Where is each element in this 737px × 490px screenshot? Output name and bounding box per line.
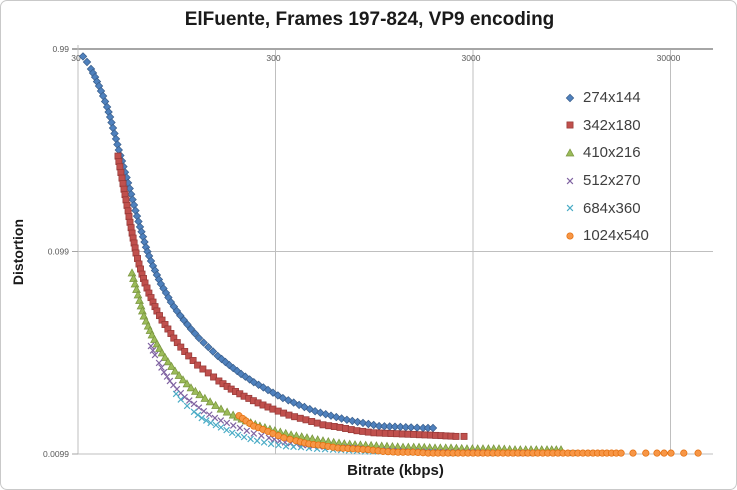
diamond-marker-icon (565, 93, 575, 102)
series-274x144 (78, 52, 438, 433)
legend: 274x144 342x180 410x216 512x270 684x360 1024x… (564, 84, 649, 250)
x-tick-label: 30 (71, 53, 81, 63)
square-marker-icon (566, 121, 574, 129)
y-tick-label: 0.99 (52, 44, 69, 54)
chart-title: ElFuente, Frames 197-824, VP9 encoding (184, 9, 555, 30)
xmark-marker-icon (566, 177, 574, 184)
x-tick-labels: 30 300 3000 30000 (71, 53, 680, 63)
x-axis-title: Bitrate (kbps) (347, 462, 444, 479)
y-tick-label: 0.099 (48, 247, 70, 257)
x-tick-label: 300 (266, 53, 280, 63)
legend-label: 1024x540 (583, 227, 649, 245)
legend-label: 274x144 (583, 89, 641, 107)
legend-label: 684x360 (583, 199, 641, 217)
y-tick-label: 0.0099 (43, 449, 69, 459)
x-tick-label: 30000 (657, 53, 681, 63)
legend-label: 410x216 (583, 144, 641, 162)
axis-lines (72, 45, 713, 455)
legend-label: 342x180 (583, 116, 641, 134)
legend-label: 512x270 (583, 172, 641, 190)
series-342x180 (114, 152, 468, 440)
legend-item: 410x216 (564, 139, 649, 167)
y-tick-labels: 0.99 0.099 0.0099 (43, 44, 69, 459)
legend-item: 1024x540 (564, 222, 649, 250)
xmark-marker-icon (566, 204, 574, 212)
legend-item: 274x144 (564, 84, 649, 112)
triangle-marker-icon (565, 148, 575, 157)
series-1024x540 (235, 412, 702, 457)
legend-item: 512x270 (564, 167, 649, 195)
legend-item: 684x360 (564, 194, 649, 222)
circle-marker-icon (566, 232, 574, 240)
x-tick-label: 3000 (462, 53, 481, 63)
legend-item: 342x180 (564, 112, 649, 140)
